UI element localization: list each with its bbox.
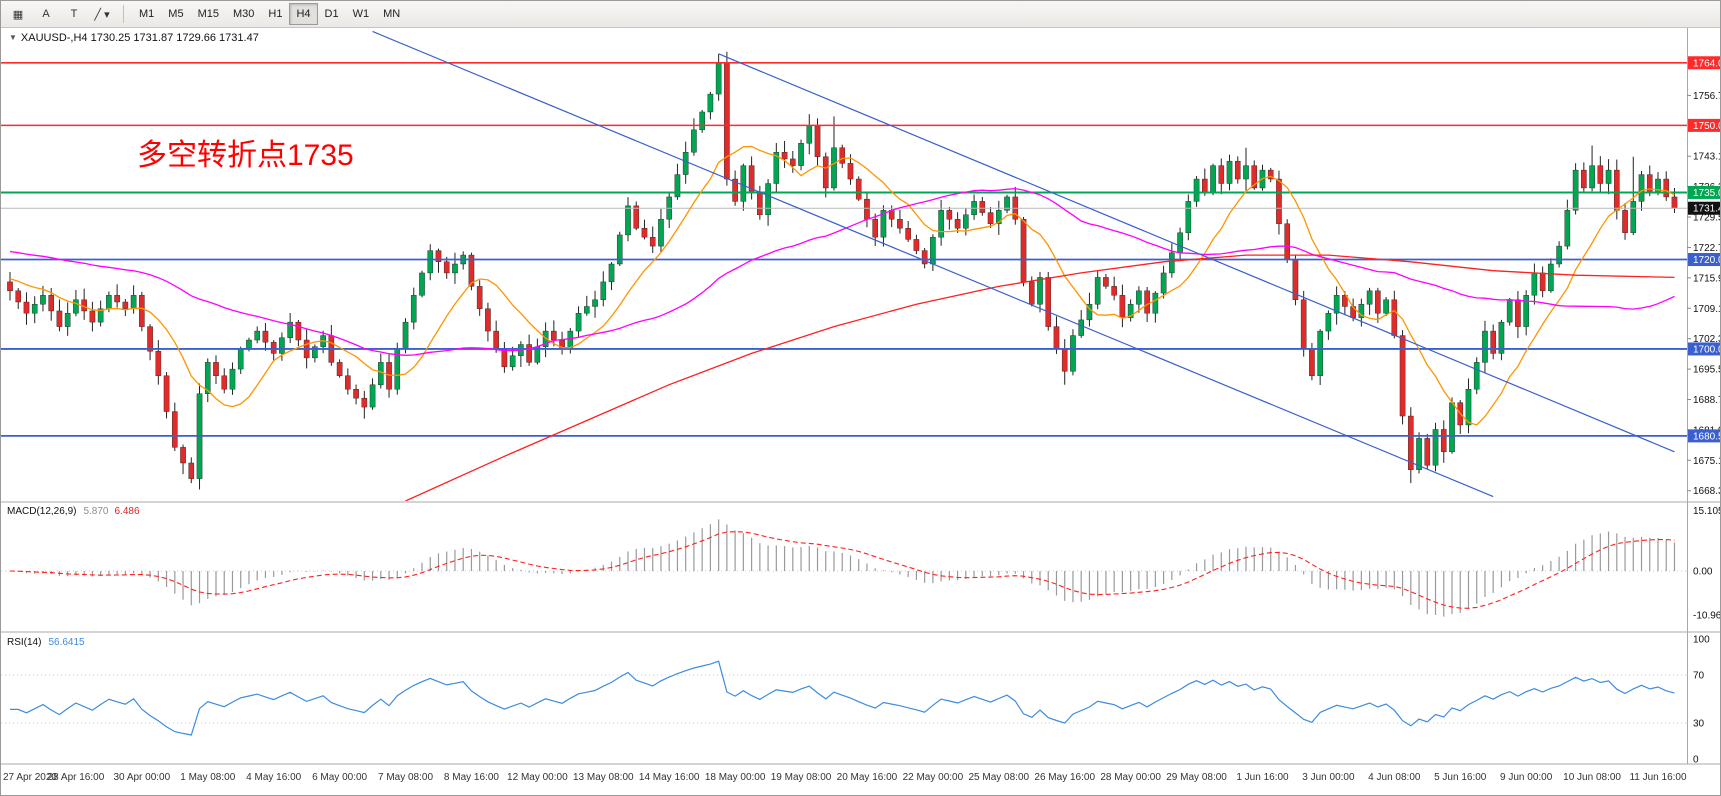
svg-text:0: 0 bbox=[1693, 755, 1699, 766]
svg-text:28 May 00:00: 28 May 00:00 bbox=[1100, 772, 1161, 783]
svg-text:8 May 16:00: 8 May 16:00 bbox=[444, 772, 499, 783]
svg-text:6 May 00:00: 6 May 00:00 bbox=[312, 772, 367, 783]
rsi-name: RSI(14) bbox=[7, 637, 42, 648]
svg-text:10 Jun 08:00: 10 Jun 08:00 bbox=[1563, 772, 1621, 783]
svg-text:12 May 00:00: 12 May 00:00 bbox=[507, 772, 568, 783]
symbol-ohlc-header[interactable]: ▼ XAUUSD-,H4 1730.25 1731.87 1729.66 1731… bbox=[9, 32, 259, 44]
descending-trendline[interactable] bbox=[718, 53, 1675, 453]
macd-signal-value: 6.486 bbox=[114, 506, 140, 517]
svg-text:18 May 00:00: 18 May 00:00 bbox=[705, 772, 766, 783]
macd-indicator-label: MACD(12,26,9) 5.870 6.486 bbox=[7, 506, 140, 517]
ma-fast-line bbox=[9, 145, 1675, 426]
svg-text:15.105: 15.105 bbox=[1693, 506, 1721, 517]
macd-signal-line bbox=[9, 531, 1675, 609]
svg-text:70: 70 bbox=[1693, 671, 1705, 682]
svg-text:1700.00: 1700.00 bbox=[1693, 344, 1721, 355]
svg-text:1680.56: 1680.56 bbox=[1693, 431, 1721, 442]
cursor-tool[interactable]: A bbox=[42, 8, 50, 20]
svg-text:1702.30: 1702.30 bbox=[1693, 334, 1721, 345]
svg-text:28 Apr 16:00: 28 Apr 16:00 bbox=[48, 772, 105, 783]
svg-text:25 May 08:00: 25 May 08:00 bbox=[968, 772, 1029, 783]
svg-text:1 May 08:00: 1 May 08:00 bbox=[180, 772, 235, 783]
timeframe-m30-button[interactable]: M30 bbox=[232, 8, 255, 20]
macd-name: MACD(12,26,9) bbox=[7, 506, 77, 517]
rsi-value: 56.6415 bbox=[48, 637, 85, 648]
svg-text:100: 100 bbox=[1693, 635, 1710, 646]
rsi-indicator-label: RSI(14) 56.6415 bbox=[7, 637, 85, 648]
price-axis[interactable]: 1756.701743.101736.301729.501722.701715.… bbox=[1687, 27, 1721, 764]
drawing-tools-group: ▦ A T ╱ ▾ bbox=[5, 3, 115, 25]
svg-text:30 Apr 00:00: 30 Apr 00:00 bbox=[113, 772, 170, 783]
svg-text:4 Jun 08:00: 4 Jun 08:00 bbox=[1368, 772, 1421, 783]
svg-text:1688.70: 1688.70 bbox=[1693, 395, 1721, 406]
toolbar: ▦ A T ╱ ▾ M1 M5 M15 M30 H1 H4 D1 W1 MN bbox=[1, 1, 1720, 28]
svg-text:13 May 08:00: 13 May 08:00 bbox=[573, 772, 634, 783]
macd-histogram bbox=[17, 519, 1676, 617]
svg-text:3 Jun 00:00: 3 Jun 00:00 bbox=[1302, 772, 1355, 783]
svg-text:1729.50: 1729.50 bbox=[1693, 213, 1721, 224]
svg-text:0.00: 0.00 bbox=[1693, 567, 1713, 578]
timeframe-d1-button[interactable]: D1 bbox=[324, 8, 339, 20]
toolbar-separator bbox=[123, 5, 124, 23]
svg-text:1709.10: 1709.10 bbox=[1693, 304, 1721, 315]
svg-text:14 May 16:00: 14 May 16:00 bbox=[639, 772, 700, 783]
svg-text:11 Jun 16:00: 11 Jun 16:00 bbox=[1629, 772, 1687, 783]
timeframe-mn-button[interactable]: MN bbox=[383, 8, 401, 20]
svg-text:27 Apr 2020: 27 Apr 2020 bbox=[3, 772, 57, 783]
symbol-ohlc-text: XAUUSD-,H4 1730.25 1731.87 1729.66 1731.… bbox=[20, 32, 259, 44]
svg-text:29 May 08:00: 29 May 08:00 bbox=[1166, 772, 1227, 783]
ma-slow-line bbox=[405, 254, 1675, 501]
timeframe-h1-button[interactable]: H1 bbox=[268, 8, 283, 20]
svg-text:7 May 08:00: 7 May 08:00 bbox=[378, 772, 433, 783]
svg-text:30: 30 bbox=[1693, 719, 1705, 730]
timeframe-h4-button[interactable]: H4 bbox=[289, 3, 318, 25]
timeframe-group: M1 M5 M15 M30 H1 H4 D1 W1 MN bbox=[132, 3, 407, 25]
svg-text:-10.963: -10.963 bbox=[1693, 610, 1721, 621]
svg-text:1764.00: 1764.00 bbox=[1693, 58, 1721, 69]
svg-text:1675.10: 1675.10 bbox=[1693, 456, 1721, 467]
svg-text:19 May 08:00: 19 May 08:00 bbox=[771, 772, 832, 783]
text-tool[interactable]: T bbox=[70, 8, 78, 20]
svg-text:20 May 16:00: 20 May 16:00 bbox=[837, 772, 898, 783]
svg-text:9 Jun 00:00: 9 Jun 00:00 bbox=[1500, 772, 1553, 783]
candlestick-series[interactable] bbox=[7, 51, 1678, 490]
line-tools-dropdown[interactable]: ╱ ▾ bbox=[94, 8, 110, 21]
svg-text:26 May 16:00: 26 May 16:00 bbox=[1034, 772, 1095, 783]
rsi-line bbox=[10, 660, 1675, 736]
svg-text:1731.47: 1731.47 bbox=[1693, 204, 1721, 215]
svg-text:1743.10: 1743.10 bbox=[1693, 152, 1721, 163]
svg-text:1720.00: 1720.00 bbox=[1693, 255, 1721, 266]
svg-text:1 Jun 16:00: 1 Jun 16:00 bbox=[1236, 772, 1289, 783]
timeframe-w1-button[interactable]: W1 bbox=[352, 8, 370, 20]
ma-mid-line bbox=[9, 187, 1675, 356]
svg-text:1750.00: 1750.00 bbox=[1693, 121, 1721, 132]
macd-value: 5.870 bbox=[83, 506, 109, 517]
charts-grid-icon[interactable]: ▦ bbox=[12, 8, 24, 21]
svg-text:5 Jun 16:00: 5 Jun 16:00 bbox=[1434, 772, 1487, 783]
collapse-triangle-icon[interactable]: ▼ bbox=[9, 33, 17, 42]
horizontal-level-lines[interactable] bbox=[1, 61, 1687, 437]
svg-text:1695.50: 1695.50 bbox=[1693, 365, 1721, 376]
timeframe-m15-button[interactable]: M15 bbox=[197, 8, 219, 20]
svg-text:4 May 16:00: 4 May 16:00 bbox=[246, 772, 301, 783]
svg-text:1715.90: 1715.90 bbox=[1693, 273, 1721, 284]
svg-text:1735.00: 1735.00 bbox=[1693, 188, 1721, 199]
svg-text:1668.30: 1668.30 bbox=[1693, 486, 1721, 497]
svg-text:1756.70: 1756.70 bbox=[1693, 91, 1721, 102]
descending-trendline[interactable] bbox=[372, 30, 1494, 498]
chart-annotation-text[interactable]: 多空转折点1735 bbox=[137, 139, 354, 172]
svg-text:22 May 00:00: 22 May 00:00 bbox=[903, 772, 964, 783]
svg-text:1722.70: 1722.70 bbox=[1693, 243, 1721, 254]
timeframe-m5-button[interactable]: M5 bbox=[168, 8, 184, 20]
timeframe-m1-button[interactable]: M1 bbox=[139, 8, 155, 20]
